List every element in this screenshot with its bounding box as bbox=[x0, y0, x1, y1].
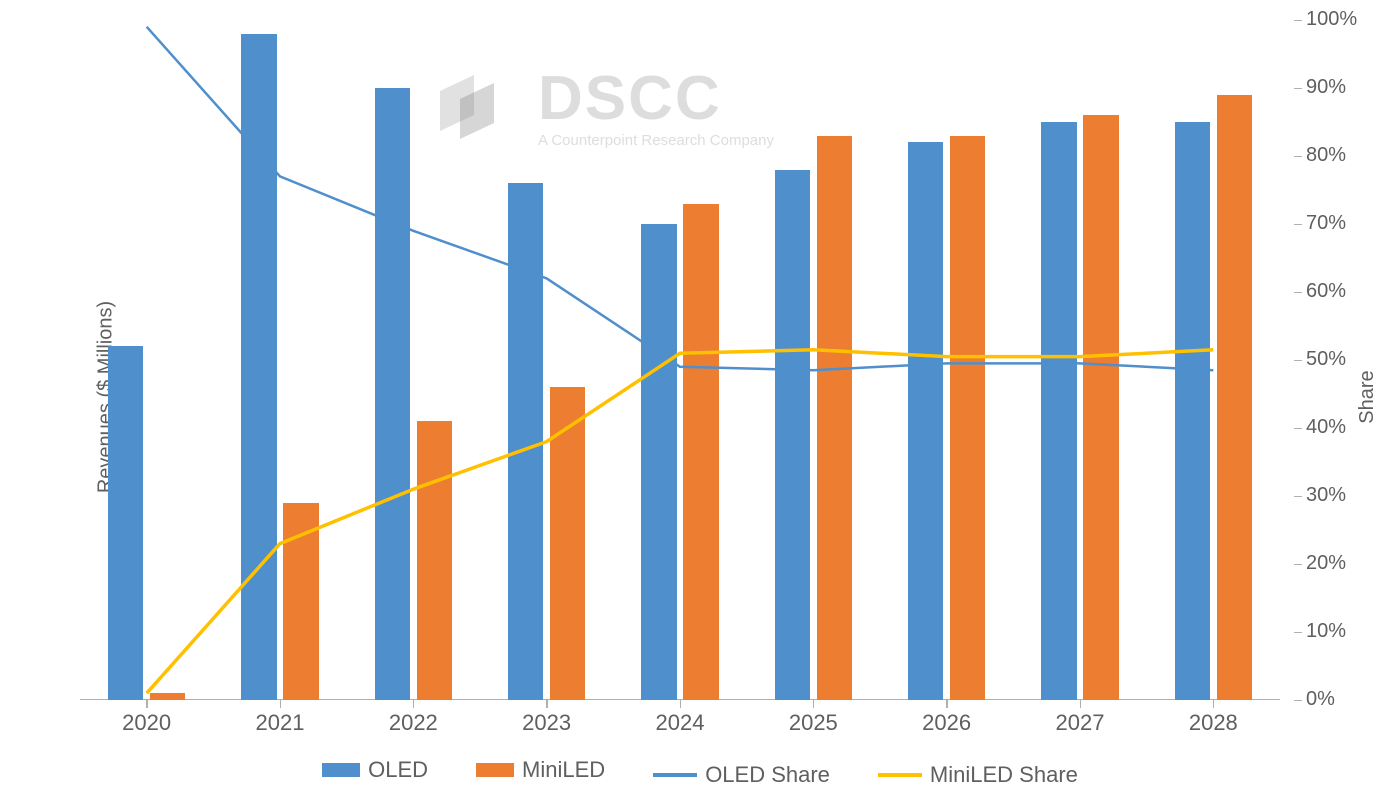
bar-oled-2020 bbox=[108, 346, 143, 700]
x-tick-2028: 2028 bbox=[1189, 710, 1238, 736]
watermark-sub: A Counterpoint Research Company bbox=[538, 132, 774, 149]
x-tick-2023: 2023 bbox=[522, 710, 571, 736]
bar-miniled-2021 bbox=[283, 503, 318, 700]
bar-miniled-2022 bbox=[417, 421, 452, 700]
bar-miniled-2023 bbox=[550, 387, 585, 700]
bar-miniled-2026 bbox=[950, 136, 985, 700]
x-tick-2027: 2027 bbox=[1056, 710, 1105, 736]
bar-miniled-2024 bbox=[683, 204, 718, 700]
y-right-tick-10: 10% bbox=[1306, 620, 1346, 643]
bar-oled-2026 bbox=[908, 142, 943, 700]
legend-item-miniled-share: MiniLED Share bbox=[878, 762, 1078, 788]
bar-oled-2028 bbox=[1175, 122, 1210, 700]
plot-area: DSCC A Counterpoint Research Company 202… bbox=[80, 20, 1280, 700]
bar-miniled-2020 bbox=[150, 693, 185, 700]
legend-label: OLED Share bbox=[705, 762, 830, 788]
x-tick-2026: 2026 bbox=[922, 710, 971, 736]
legend-item-oled-share: OLED Share bbox=[653, 762, 830, 788]
watermark-main: DSCC bbox=[538, 68, 774, 130]
legend-label: MiniLED Share bbox=[930, 762, 1078, 788]
y-right-tick-70: 70% bbox=[1306, 212, 1346, 235]
legend-label: MiniLED bbox=[522, 757, 605, 783]
y-right-tick-90: 90% bbox=[1306, 76, 1346, 99]
bar-oled-2025 bbox=[775, 170, 810, 700]
legend-swatch bbox=[476, 763, 514, 777]
legend-item-oled: OLED bbox=[322, 757, 428, 783]
x-tick-2024: 2024 bbox=[656, 710, 705, 736]
y-right-tick-20: 20% bbox=[1306, 552, 1346, 575]
bar-oled-2021 bbox=[241, 34, 276, 700]
y-right-tick-0: 0% bbox=[1306, 688, 1335, 711]
watermark: DSCC A Counterpoint Research Company bbox=[440, 68, 774, 149]
legend-swatch bbox=[878, 773, 922, 777]
legend-label: OLED bbox=[368, 757, 428, 783]
legend-item-miniled: MiniLED bbox=[476, 757, 605, 783]
y-right-tick-30: 30% bbox=[1306, 484, 1346, 507]
x-tick-2022: 2022 bbox=[389, 710, 438, 736]
y-right-tick-40: 40% bbox=[1306, 416, 1346, 439]
bar-miniled-2025 bbox=[817, 136, 852, 700]
bar-oled-2022 bbox=[375, 88, 410, 700]
x-tick-2025: 2025 bbox=[789, 710, 838, 736]
bar-miniled-2028 bbox=[1217, 95, 1252, 700]
chart-container: Revenues ($ Millions) Share DSCC A Count… bbox=[0, 0, 1400, 794]
y-right-tick-100: 100% bbox=[1306, 8, 1357, 31]
y-right-tick-60: 60% bbox=[1306, 280, 1346, 303]
legend-swatch bbox=[653, 773, 697, 777]
legend-swatch bbox=[322, 763, 360, 777]
bar-oled-2024 bbox=[641, 224, 676, 700]
y-right-tick-80: 80% bbox=[1306, 144, 1346, 167]
bar-oled-2027 bbox=[1041, 122, 1076, 700]
bar-miniled-2027 bbox=[1083, 115, 1118, 700]
y-axis-right-label: Share bbox=[1356, 370, 1379, 423]
bar-oled-2023 bbox=[508, 183, 543, 700]
legend: OLED MiniLED OLED Share MiniLED Share bbox=[0, 757, 1400, 788]
x-tick-2020: 2020 bbox=[122, 710, 171, 736]
x-tick-2021: 2021 bbox=[256, 710, 305, 736]
y-right-tick-50: 50% bbox=[1306, 348, 1346, 371]
